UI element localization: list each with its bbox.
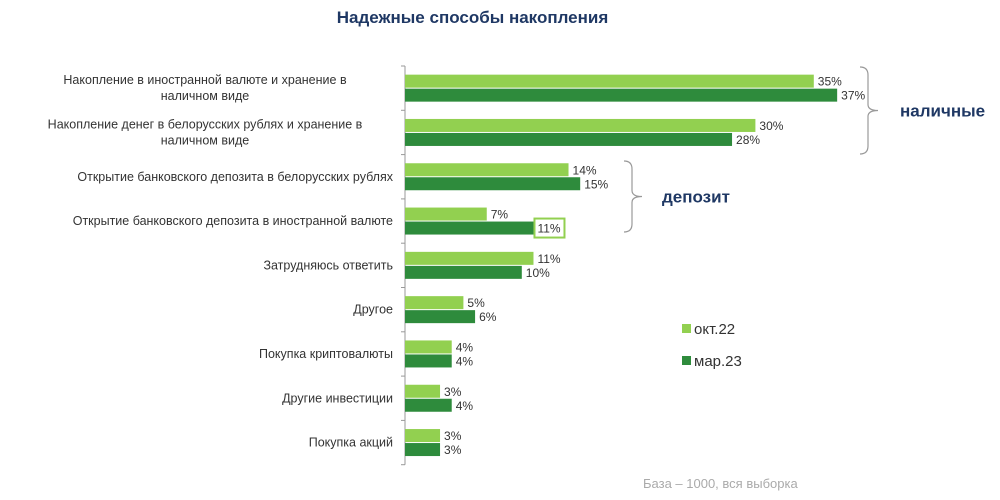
bar — [405, 384, 441, 398]
bar — [405, 310, 476, 324]
base-note: База – 1000, вся выборка — [643, 476, 798, 491]
group-label-cash: наличные — [900, 102, 985, 121]
bar — [405, 340, 452, 354]
category-label: Накопление денег в белорусских рублях и … — [48, 117, 363, 147]
data-label: 4% — [456, 354, 474, 368]
data-label: 7% — [491, 208, 509, 222]
highlight-box — [533, 217, 566, 239]
data-label: 4% — [456, 399, 474, 413]
bar — [405, 132, 733, 146]
bar — [405, 398, 452, 412]
data-label: 14% — [573, 163, 597, 177]
category-label: Открытие банковского депозита в белорусс… — [77, 170, 393, 184]
bar — [405, 429, 441, 443]
category-label: Затрудняюсь ответить — [263, 258, 393, 272]
data-label: 6% — [479, 310, 497, 324]
category-label: Другое — [353, 303, 393, 317]
data-label: 3% — [444, 385, 462, 399]
bar — [405, 74, 814, 88]
data-label: 11% — [537, 252, 560, 266]
bar — [405, 221, 534, 235]
category-label: Открытие банковского депозита в иностран… — [73, 214, 393, 228]
data-label: 15% — [584, 177, 608, 191]
legend-label: мар.23 — [694, 353, 742, 370]
bar — [405, 443, 441, 457]
data-label: 10% — [526, 266, 550, 280]
bar — [405, 177, 581, 191]
category-label: Накопление в иностранной валюте и хранен… — [63, 73, 347, 103]
data-label: 28% — [736, 133, 760, 147]
data-label: 30% — [759, 119, 783, 133]
bracket-deposit — [623, 160, 643, 233]
bar — [405, 265, 522, 279]
bar — [405, 354, 452, 368]
data-label: 11% — [537, 222, 560, 236]
data-label: 5% — [467, 296, 485, 310]
bracket-cash — [859, 66, 879, 155]
category-label: Покупка акций — [309, 436, 393, 450]
legend-label: окт.22 — [694, 321, 735, 338]
category-label: Другие инвестиции — [282, 391, 393, 405]
legend-swatch — [682, 324, 691, 333]
data-label: 3% — [444, 429, 462, 443]
group-label-deposit: депозит — [662, 188, 730, 207]
category-label: Покупка криптовалюты — [259, 347, 393, 361]
bar — [405, 163, 569, 177]
chart-title: Надежные способы накопления — [336, 8, 609, 27]
data-label: 3% — [444, 443, 462, 457]
data-label: 35% — [818, 75, 842, 89]
data-label: 4% — [456, 340, 474, 354]
bar — [405, 207, 487, 221]
bar — [405, 251, 534, 265]
bar — [405, 88, 838, 102]
bar — [405, 296, 464, 310]
legend-swatch — [682, 356, 691, 365]
data-label: 37% — [841, 89, 865, 103]
bar — [405, 118, 756, 132]
